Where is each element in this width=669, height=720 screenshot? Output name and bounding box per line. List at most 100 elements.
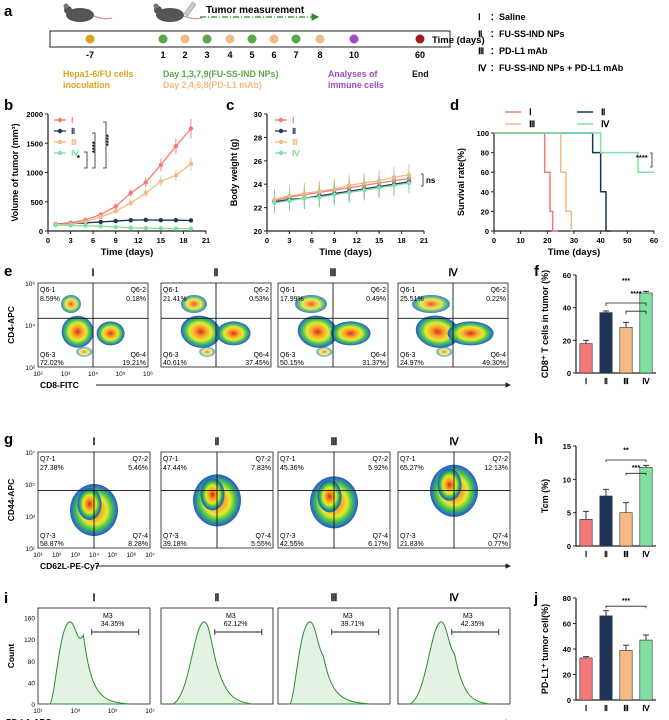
data-point <box>376 185 382 190</box>
y-tick-label: 100 <box>476 129 489 138</box>
data-point <box>332 192 337 197</box>
quadrant-name: Q6-2 <box>490 287 506 294</box>
bar-1 <box>579 343 593 374</box>
plot-title: Ⅳ <box>449 593 459 604</box>
x-tick-label: 3 <box>68 236 72 245</box>
quadrant-value: 50.15% <box>280 360 304 367</box>
y-tick-label: 5 <box>567 509 571 518</box>
quadrant-name: Q7-3 <box>40 533 56 540</box>
survival-line-4 <box>494 132 654 173</box>
gate-value: 62.12% <box>224 621 248 628</box>
quadrant-name: Q6-1 <box>280 287 296 294</box>
x-tick-label: 10⁵ <box>108 708 118 715</box>
y-tick-label: 0 <box>567 542 571 551</box>
data-point <box>158 162 164 168</box>
legend-label: Ⅰ <box>292 115 295 125</box>
bar-category-label: Ⅳ <box>642 550 650 559</box>
bar-category-label: Ⅳ <box>642 704 650 713</box>
quadrant-value: 5.55% <box>251 541 271 548</box>
y-tick-label: 40 <box>563 645 571 654</box>
x-tick-label: 21 <box>420 236 428 245</box>
x-tick-label: 0 <box>492 236 496 245</box>
y-axis-label: CD44-APC <box>6 479 16 522</box>
quadrant-value: 8.59% <box>40 296 60 303</box>
end-label: End <box>412 69 429 79</box>
quadrant-value: 47.44% <box>163 465 187 472</box>
bar-category-label: Ⅰ <box>585 377 587 386</box>
density-cloud <box>415 315 460 348</box>
x-tick-label: 10 <box>516 236 524 245</box>
timeline-dot-day7 <box>291 34 301 44</box>
density-cloud <box>61 315 94 348</box>
legend-marker <box>57 117 63 123</box>
survival-line-3 <box>494 132 573 231</box>
y-tick-label: 20 <box>254 227 262 236</box>
x-tick-label: 10² <box>33 371 43 378</box>
data-point <box>98 214 103 220</box>
sig-label: *** <box>622 278 630 285</box>
day-tick: 6 <box>271 50 276 60</box>
y-tick-label: 1000 <box>26 169 43 178</box>
quadrant-name: Q7-4 <box>255 533 271 540</box>
x-tick-label: 10³ <box>61 371 71 378</box>
x-tick-label: 50 <box>623 236 631 245</box>
quadrant-value: 37.45% <box>245 360 269 367</box>
sig-label: *** <box>632 465 640 472</box>
series-line-4 <box>55 224 191 230</box>
gate-marker <box>451 629 500 635</box>
panel-label-j: j <box>533 590 538 607</box>
quadrant-name: Q6-1 <box>400 287 416 294</box>
plot-title: Ⅳ <box>448 268 458 279</box>
group-legend-label: ：Saline <box>490 12 526 22</box>
density-cloud <box>77 488 102 520</box>
data-point <box>68 223 73 228</box>
y-tick-label: 80 <box>481 149 489 158</box>
data-point <box>173 217 179 223</box>
series-line-1 <box>274 177 410 202</box>
density-cloud <box>61 295 81 313</box>
y-tick-label: 1500 <box>26 139 43 148</box>
quadrant-value: 0.18% <box>126 296 146 303</box>
y-tick-label: 26 <box>254 157 262 166</box>
x-tick-label: 15 <box>375 236 383 245</box>
plot-title: Ⅰ <box>92 268 95 279</box>
panel-label-e: e <box>4 263 12 280</box>
quadrant-value: 65.27% <box>400 465 424 472</box>
x-tick-label: 30 <box>570 236 578 245</box>
panel-label-f: f <box>534 263 540 280</box>
bar-3 <box>619 512 633 547</box>
quadrant-name: Q6-1 <box>163 287 179 294</box>
quadrant-value: 31.37% <box>362 360 386 367</box>
analysis-label-1: Analyses of <box>328 69 377 79</box>
x-axis-label: CD62L-PE-Cy7 <box>40 561 100 571</box>
data-point <box>98 219 103 225</box>
histogram <box>409 621 491 705</box>
x-tick-label: 10⁵ <box>108 552 118 559</box>
sig-bracket <box>421 173 424 187</box>
group-legend-num: Ⅲ <box>478 46 484 56</box>
dosing-label-mab: Day 2,4,6,8(PD-L1 mAb) <box>163 80 262 90</box>
quadrant-value: 17.99% <box>280 296 304 303</box>
y-tick-label: 0 <box>31 702 35 709</box>
x-axis-label: CD8-FITC <box>40 380 79 390</box>
x-tick-label: 10² <box>52 552 62 559</box>
inoculation-label-2: inoculation <box>63 80 110 90</box>
survival-line-2 <box>494 132 612 232</box>
quadrant-name: Q6-4 <box>130 352 146 359</box>
quadrant-value: 40.61% <box>163 360 187 367</box>
legend-label: Ⅰ <box>529 107 532 117</box>
quadrant-value: 21.41% <box>163 296 187 303</box>
flow-g-cd44-cd62l: ⅠQ7-127.38%Q7-25.46%Q7-358.87%Q7-48.28%Ⅱ… <box>6 437 511 571</box>
quadrant-value: 27.38% <box>40 465 64 472</box>
density-cloud <box>181 295 207 313</box>
density-cloud <box>412 295 450 313</box>
quadrant-name: Q7-2 <box>492 456 508 463</box>
y-tick-label: 0 <box>485 227 489 236</box>
legend-marker <box>278 117 284 123</box>
data-point <box>158 226 164 231</box>
timeline-dot-day10 <box>349 34 359 44</box>
y-axis-label: Tcm (%) <box>540 479 550 513</box>
sig-label: ns <box>426 176 436 185</box>
x-axis-label: Time (days) <box>101 247 154 258</box>
